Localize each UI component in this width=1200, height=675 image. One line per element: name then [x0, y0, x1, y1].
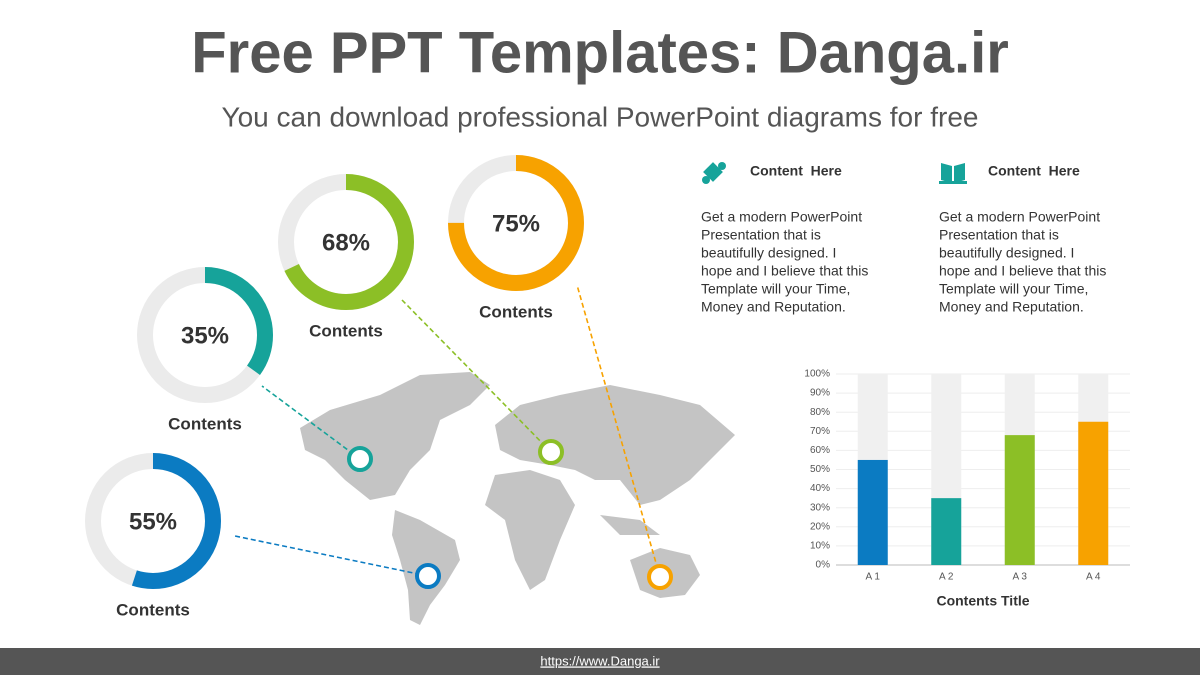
y-tick-label: 10%	[810, 541, 830, 552]
donut-arc	[448, 155, 584, 291]
footer-bar	[0, 648, 1200, 675]
world-map	[300, 372, 735, 625]
y-tick-label: 90%	[810, 388, 830, 399]
chart-title: Contents Title	[936, 593, 1029, 609]
book-icon	[939, 163, 967, 184]
y-tick-label: 0%	[816, 560, 831, 571]
bar	[1004, 435, 1035, 565]
donut-caption: Contents	[309, 321, 383, 340]
feature-text: Template will your Time,	[701, 281, 850, 297]
footer-url[interactable]: https://www.Danga.ir	[540, 653, 660, 668]
feature-text: Get a modern PowerPoint	[939, 209, 1100, 225]
y-tick-label: 20%	[810, 521, 830, 532]
feature-text: Money and Reputation.	[939, 299, 1084, 315]
bar	[931, 498, 962, 565]
subtitle: You can download professional PowerPoint…	[222, 101, 979, 132]
donut-value-label: 75%	[492, 210, 540, 237]
y-tick-label: 30%	[810, 502, 830, 513]
donut-value-label: 68%	[322, 229, 370, 256]
title: Free PPT Templates: Danga.ir	[191, 20, 1009, 85]
feature-title: Content Here	[750, 163, 842, 179]
feature-text: Money and Reputation.	[701, 299, 846, 315]
feature-title: Content Here	[988, 163, 1080, 179]
feature-text: Presentation that is	[939, 227, 1059, 243]
feature-text: Template will your Time,	[939, 281, 1088, 297]
y-tick-label: 70%	[810, 426, 830, 437]
donut-value-label: 35%	[181, 322, 229, 349]
bar	[1078, 421, 1109, 565]
y-tick-label: 80%	[810, 407, 830, 418]
map-markers	[347, 439, 673, 590]
donut-arc	[137, 267, 273, 403]
feature-text: hope and I believe that this	[939, 263, 1106, 279]
donut-caption: Contents	[168, 414, 242, 433]
donut-value-label: 55%	[129, 508, 177, 535]
puzzle-icon	[702, 162, 726, 184]
x-tick-label: A 1	[866, 572, 881, 583]
feature-text: Presentation that is	[701, 227, 821, 243]
donut-arc	[85, 453, 221, 589]
connector-lines	[234, 284, 661, 578]
y-tick-label: 100%	[804, 369, 830, 380]
bar	[857, 459, 888, 565]
donut-caption: Contents	[116, 600, 190, 619]
feature-text: Get a modern PowerPoint	[701, 209, 862, 225]
x-tick-label: A 3	[1013, 572, 1028, 583]
donut-caption: Contents	[479, 302, 553, 321]
y-tick-label: 50%	[810, 464, 830, 475]
donut-arc	[278, 174, 414, 310]
x-tick-label: A 2	[939, 572, 954, 583]
y-tick-label: 40%	[810, 483, 830, 494]
x-tick-label: A 4	[1086, 572, 1101, 583]
feature-text: hope and I believe that this	[701, 263, 868, 279]
y-tick-label: 60%	[810, 445, 830, 456]
feature-text: beautifully designed. I	[939, 245, 1074, 261]
feature-text: beautifully designed. I	[701, 245, 836, 261]
